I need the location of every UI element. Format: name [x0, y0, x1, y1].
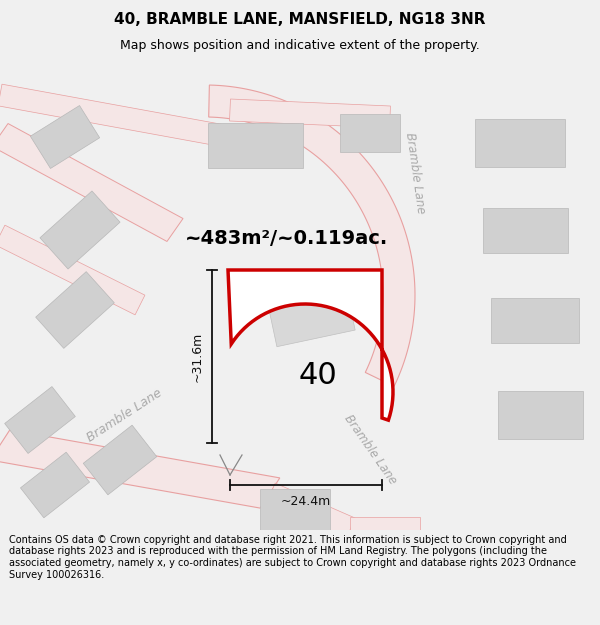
Polygon shape: [0, 430, 280, 508]
Polygon shape: [40, 191, 120, 269]
Polygon shape: [0, 124, 183, 241]
Polygon shape: [482, 208, 568, 252]
Polygon shape: [475, 119, 565, 167]
Polygon shape: [31, 106, 100, 169]
Polygon shape: [208, 122, 302, 168]
Text: Bramble Lane: Bramble Lane: [85, 386, 165, 444]
Polygon shape: [230, 99, 391, 128]
Polygon shape: [35, 272, 115, 348]
Polygon shape: [497, 391, 583, 439]
Polygon shape: [340, 114, 400, 152]
Text: 40: 40: [299, 361, 337, 389]
Polygon shape: [260, 489, 330, 531]
Polygon shape: [265, 273, 355, 347]
Polygon shape: [350, 517, 420, 543]
Text: ~24.4m: ~24.4m: [281, 495, 331, 508]
Polygon shape: [0, 84, 232, 148]
Text: Contains OS data © Crown copyright and database right 2021. This information is : Contains OS data © Crown copyright and d…: [9, 535, 576, 580]
Text: Bramble Lane: Bramble Lane: [403, 131, 427, 214]
Text: ~31.6m: ~31.6m: [191, 331, 204, 382]
Text: 40, BRAMBLE LANE, MANSFIELD, NG18 3NR: 40, BRAMBLE LANE, MANSFIELD, NG18 3NR: [114, 12, 486, 27]
Text: Map shows position and indicative extent of the property.: Map shows position and indicative extent…: [120, 39, 480, 51]
Polygon shape: [265, 483, 355, 542]
Polygon shape: [5, 386, 76, 454]
Polygon shape: [20, 452, 89, 518]
Polygon shape: [209, 85, 415, 386]
Text: Bramble Lane: Bramble Lane: [341, 412, 399, 488]
Polygon shape: [0, 225, 145, 315]
Polygon shape: [491, 298, 579, 343]
Polygon shape: [83, 425, 157, 495]
Polygon shape: [228, 270, 393, 420]
Text: ~483m²/~0.119ac.: ~483m²/~0.119ac.: [185, 229, 388, 248]
